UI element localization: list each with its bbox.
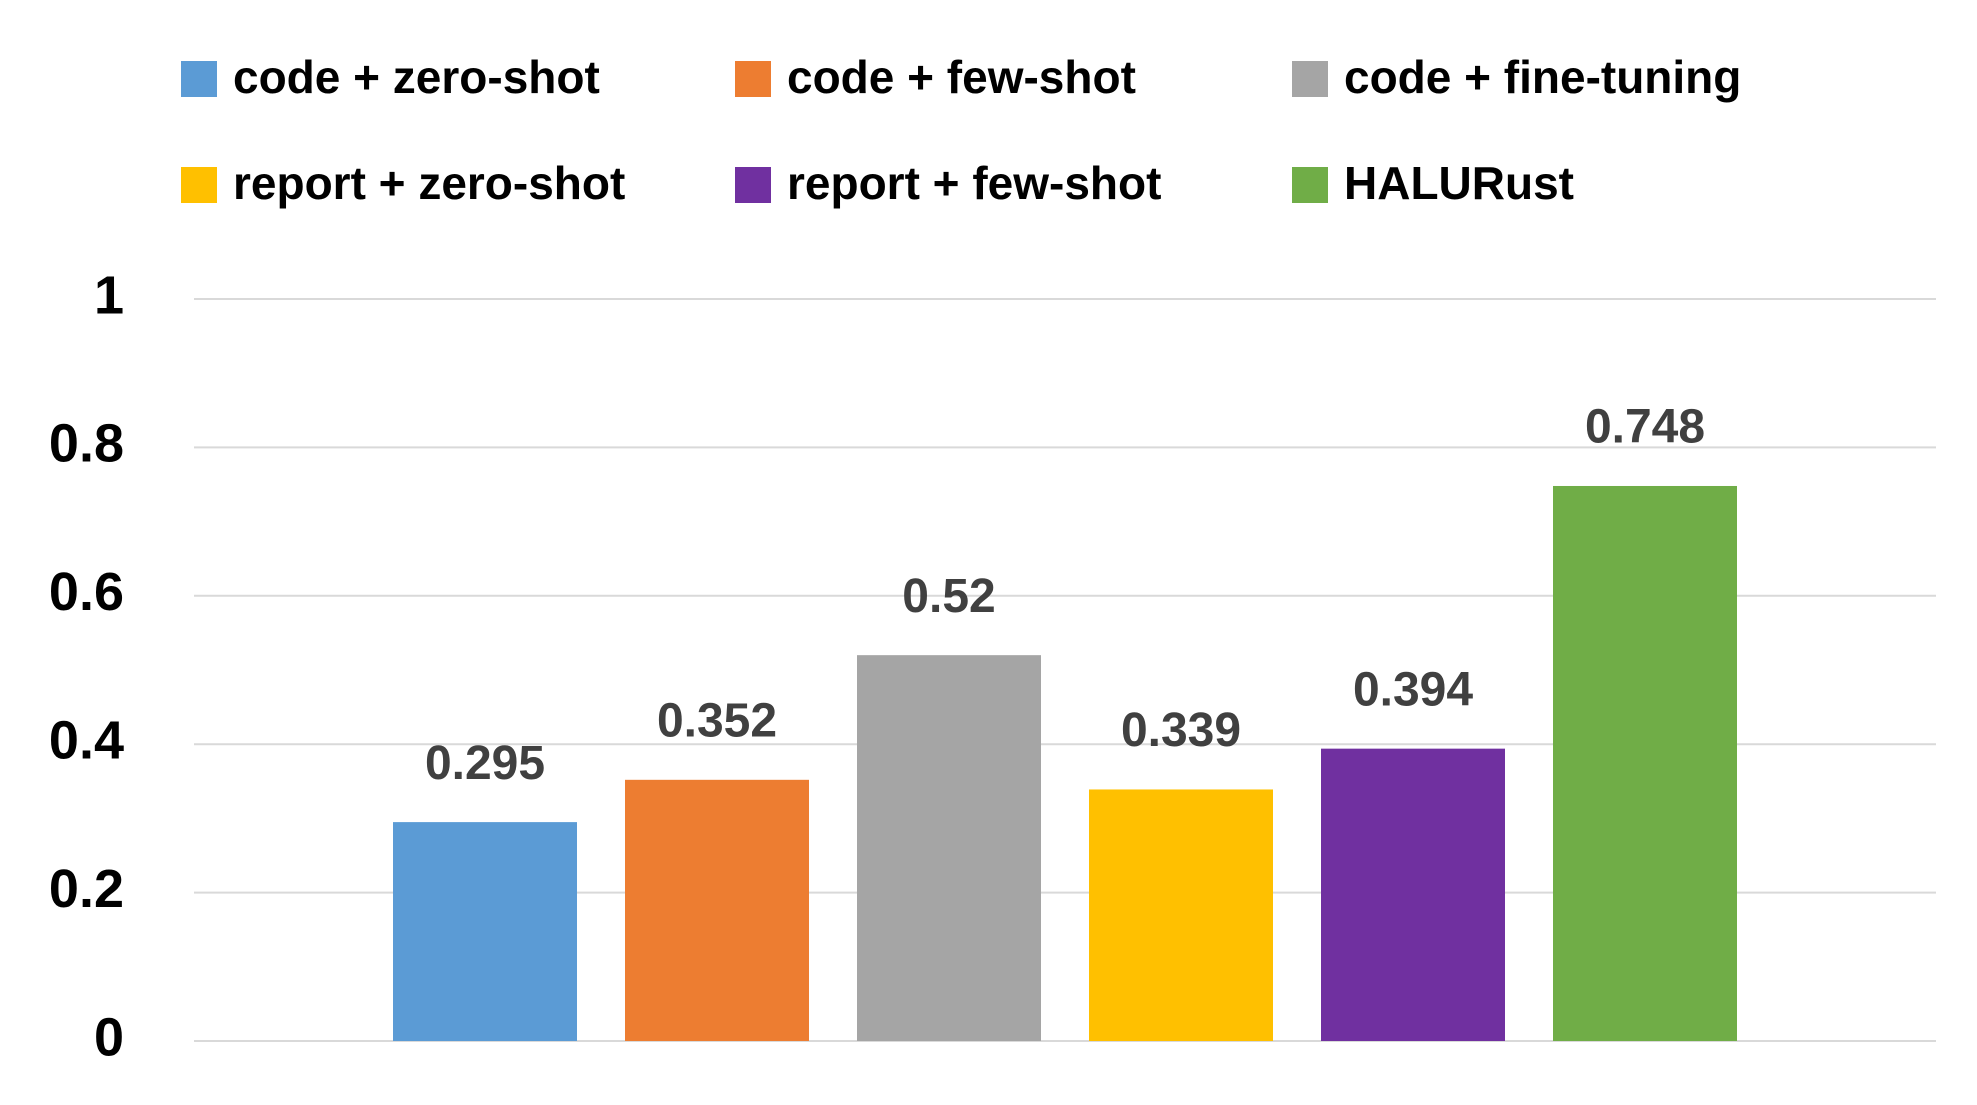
- value-label: 0.394: [1353, 663, 1473, 716]
- y-tick-label: 1: [94, 265, 124, 325]
- y-tick-label: 0.2: [49, 859, 124, 919]
- bar: [1553, 485, 1737, 1041]
- value-label: 0.52: [902, 570, 995, 623]
- legend-swatch: [181, 61, 217, 97]
- legend-label: report + zero-shot: [233, 157, 625, 209]
- y-tick-label: 0: [94, 1007, 124, 1067]
- value-label: 0.339: [1121, 704, 1241, 757]
- value-label: 0.352: [657, 694, 777, 747]
- legend-label: code + zero-shot: [233, 51, 600, 103]
- y-tick-label: 0.8: [49, 414, 124, 474]
- legend-label: code + few-shot: [787, 51, 1136, 103]
- y-tick-label: 0.4: [49, 710, 124, 770]
- legend-swatch: [1292, 61, 1328, 97]
- bar: [857, 655, 1041, 1041]
- value-label: 0.295: [425, 737, 545, 790]
- legend-label: HALURust: [1344, 157, 1574, 209]
- bar: [393, 822, 577, 1041]
- value-label: 0.748: [1585, 401, 1705, 454]
- legend-swatch: [181, 167, 217, 203]
- legend-label: code + fine-tuning: [1344, 51, 1741, 103]
- y-tick-label: 0.6: [49, 562, 124, 622]
- legend-swatch: [735, 61, 771, 97]
- legend-label: report + few-shot: [787, 157, 1161, 209]
- bar: [1089, 789, 1273, 1041]
- bar: [1321, 748, 1505, 1041]
- legend-swatch: [735, 167, 771, 203]
- bar: [625, 779, 809, 1041]
- legend-swatch: [1292, 167, 1328, 203]
